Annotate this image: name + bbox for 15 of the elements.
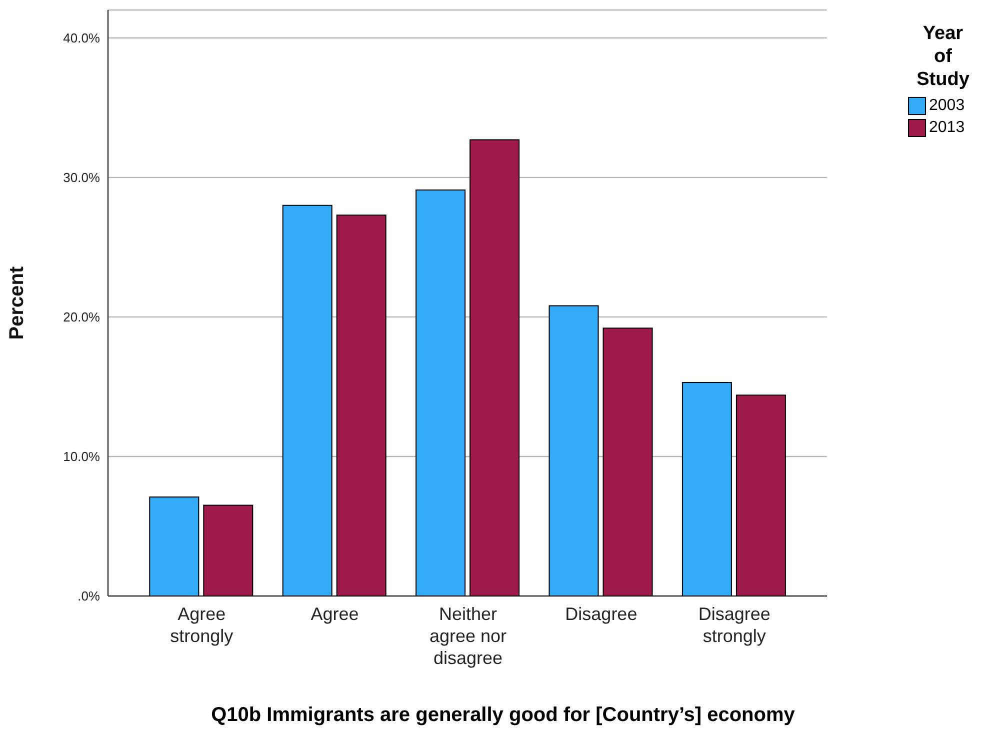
y-axis-title: Percent <box>6 266 28 340</box>
x-tick-label: Neither agree nor disagree <box>429 604 507 668</box>
legend-label: 2003 <box>929 97 965 115</box>
y-tick-label: .0% <box>78 588 100 604</box>
x-tick-label: Agree <box>310 604 359 624</box>
x-tick-label: Disagree <box>565 604 638 624</box>
y-tick-label: 10.0% <box>63 449 100 464</box>
y-tick-label: 20.0% <box>63 310 100 325</box>
x-tick-label: Agree strongly <box>170 604 234 646</box>
y-tick-label: 40.0% <box>63 30 100 46</box>
y-tick-label: 30.0% <box>63 170 100 186</box>
x-axis-title: Q10b Immigrants are generally good for [Country’s] economy <box>210 704 796 727</box>
x-tick-label: Disagree strongly <box>698 604 770 646</box>
legend-label: 2013 <box>929 119 965 137</box>
legend-title: Year of Study <box>916 22 970 91</box>
